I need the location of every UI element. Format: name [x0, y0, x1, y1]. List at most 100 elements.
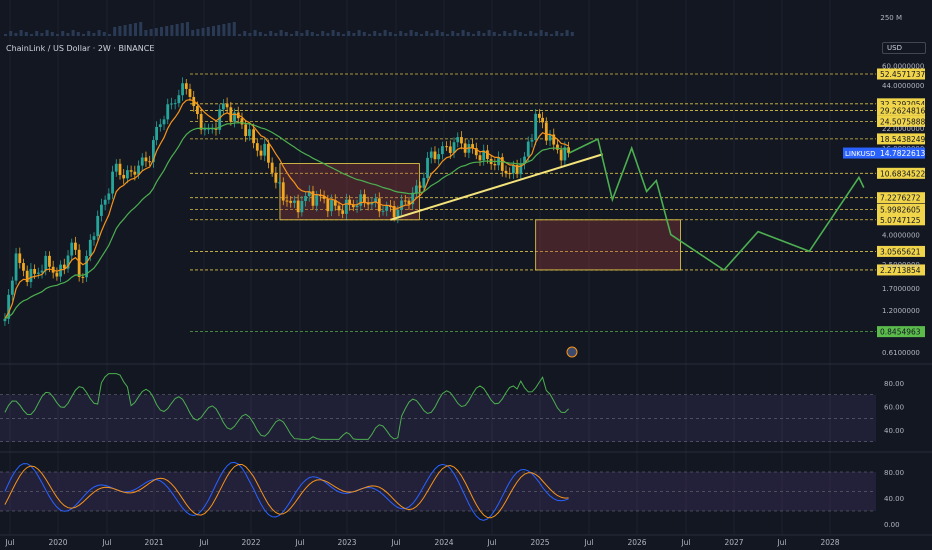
candle-body [296, 200, 300, 213]
symbol-tag-label: LINKUSD [845, 150, 876, 158]
volume-bar [435, 30, 439, 36]
price-level-label: 24.5075888 [880, 117, 926, 126]
volume-bar [555, 31, 559, 36]
volume-bar [154, 28, 158, 36]
candle-body [448, 146, 452, 153]
volume-bar [180, 23, 184, 36]
volume-bar [232, 22, 236, 36]
volume-bar [87, 31, 91, 36]
volume-bar [487, 30, 491, 36]
candle-body [3, 318, 7, 322]
volume-bar [14, 33, 18, 36]
candle-body [70, 242, 74, 256]
candle-body [515, 165, 519, 175]
volume-bar [206, 27, 210, 36]
volume-bar [24, 32, 28, 36]
volume-bar [269, 31, 273, 36]
candle-body [341, 210, 345, 214]
candle-body [429, 151, 433, 158]
candle-body [519, 163, 523, 175]
price-tick-label: 44.0000000 [882, 82, 924, 90]
volume-bar [139, 22, 143, 36]
volume-bar [82, 34, 85, 36]
volume-bar [56, 34, 59, 36]
price-level-label: 5.0747125 [880, 216, 921, 225]
candle-body [537, 113, 541, 118]
candle-body [214, 128, 218, 130]
volume-bar [92, 33, 96, 36]
candle-body [170, 103, 173, 105]
candle-body [181, 83, 184, 96]
volume-bar [362, 32, 366, 36]
currency-button[interactable]: USD [882, 42, 926, 54]
candle-body [233, 112, 236, 122]
rsi-tick-label: 40.00 [884, 427, 904, 435]
candle-body [556, 144, 559, 150]
volume-bar [222, 24, 226, 36]
candle-body [74, 242, 77, 250]
volume-bar [466, 32, 470, 36]
rsi-line [4, 373, 569, 440]
candle-body [29, 268, 33, 283]
candle-body [385, 205, 389, 211]
volume-bar [144, 30, 148, 36]
candle-body [304, 196, 307, 201]
candle-body [100, 204, 103, 216]
volume-bar [186, 22, 189, 36]
candle-body [289, 200, 293, 203]
candle-body [88, 239, 92, 257]
price-level-label: 0.8454963 [880, 328, 921, 337]
price-tick-label: 2.5000000 [882, 261, 920, 269]
candle-body [62, 264, 66, 269]
candle-body [311, 191, 315, 206]
candle-body [508, 173, 512, 175]
stoch-tick-label: 40.00 [884, 495, 904, 503]
candle-body [218, 109, 222, 130]
candle-body [244, 124, 248, 136]
volume-bar [440, 32, 444, 36]
candle-body [25, 270, 29, 283]
candle-body [207, 128, 210, 130]
volume-bar [570, 32, 574, 36]
volume-bar [409, 30, 413, 36]
candle-body [400, 200, 403, 210]
candle-body [33, 268, 37, 274]
candle-body [151, 140, 155, 163]
time-tick-label: Jul [198, 538, 208, 547]
rsi-tick-label: 60.00 [884, 404, 904, 412]
volume-bar [472, 34, 475, 36]
candle-body [437, 154, 441, 160]
candle-body [188, 88, 192, 97]
candle-body [344, 199, 348, 214]
candle-body [486, 150, 489, 159]
volume-bar [102, 32, 106, 36]
price-tick-label: 22.0000000 [882, 125, 924, 133]
candle-body [478, 155, 482, 161]
candle-body [377, 198, 381, 212]
candle-body [270, 162, 274, 173]
volume-bar [35, 31, 39, 36]
candle-body [77, 249, 81, 277]
volume-bar [279, 30, 283, 36]
price-level-label: 18.5438249 [880, 135, 926, 144]
volume-bar [238, 34, 241, 36]
volume-bar [388, 32, 392, 36]
candle-body [252, 129, 255, 144]
volume-bar [76, 32, 80, 36]
price-level-tag [877, 264, 925, 276]
candle-body [333, 199, 337, 206]
volume-bar [534, 33, 538, 36]
volume-bar [113, 27, 117, 36]
price-level-label: 32.5292054 [880, 100, 926, 109]
candle-body [122, 174, 126, 179]
volume-bar [331, 30, 335, 36]
stoch-tick-label: 0.00 [884, 521, 900, 529]
candle-body [322, 196, 326, 199]
volume-bar [108, 34, 111, 36]
time-tick-label: Jul [390, 538, 400, 547]
candle-body [415, 185, 418, 193]
candle-body [363, 194, 366, 203]
volume-bar [347, 31, 351, 36]
candle-body [512, 165, 515, 174]
